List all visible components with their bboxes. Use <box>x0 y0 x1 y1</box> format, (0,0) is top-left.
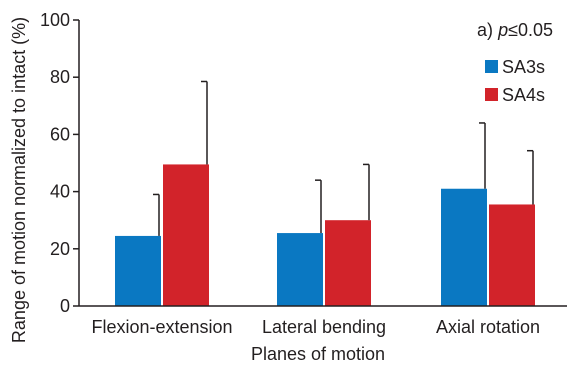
legend-swatch-sa4s <box>485 88 498 101</box>
y-ticks: 0 20 40 60 80 100 <box>40 10 79 316</box>
y-tick-label: 40 <box>50 182 70 202</box>
x-axis-label: Planes of motion <box>251 344 385 364</box>
y-tick-label: 20 <box>50 239 70 259</box>
x-tick-labels: Flexion-extension Lateral bending Axial ro… <box>91 317 540 337</box>
bar-sa4s <box>489 204 535 306</box>
x-tick-label: Lateral bending <box>262 317 386 337</box>
bar-sa4s <box>163 164 209 306</box>
axes <box>78 20 567 307</box>
significance-annotation: a) p≤0.05 <box>477 20 553 40</box>
legend-label-sa4s: SA4s <box>502 85 545 105</box>
legend-label-sa3s: SA3s <box>502 57 545 77</box>
bar-sa4s <box>325 220 371 306</box>
bar-sa3s <box>115 235 161 306</box>
bar-sa3s <box>277 233 323 306</box>
bars <box>115 80 535 306</box>
bar-sa3s <box>441 188 487 306</box>
x-tick-label: Flexion-extension <box>91 317 232 337</box>
y-tick-label: 60 <box>50 124 70 144</box>
y-tick-label: 100 <box>40 10 70 30</box>
legend: SA3s SA4s <box>485 57 545 105</box>
x-tick-label: Axial rotation <box>436 317 540 337</box>
legend-swatch-sa3s <box>485 60 498 73</box>
y-tick-label: 0 <box>60 296 70 316</box>
y-tick-label: 80 <box>50 67 70 87</box>
y-axis-label: Range of motion normalized to intact (%) <box>9 17 29 343</box>
